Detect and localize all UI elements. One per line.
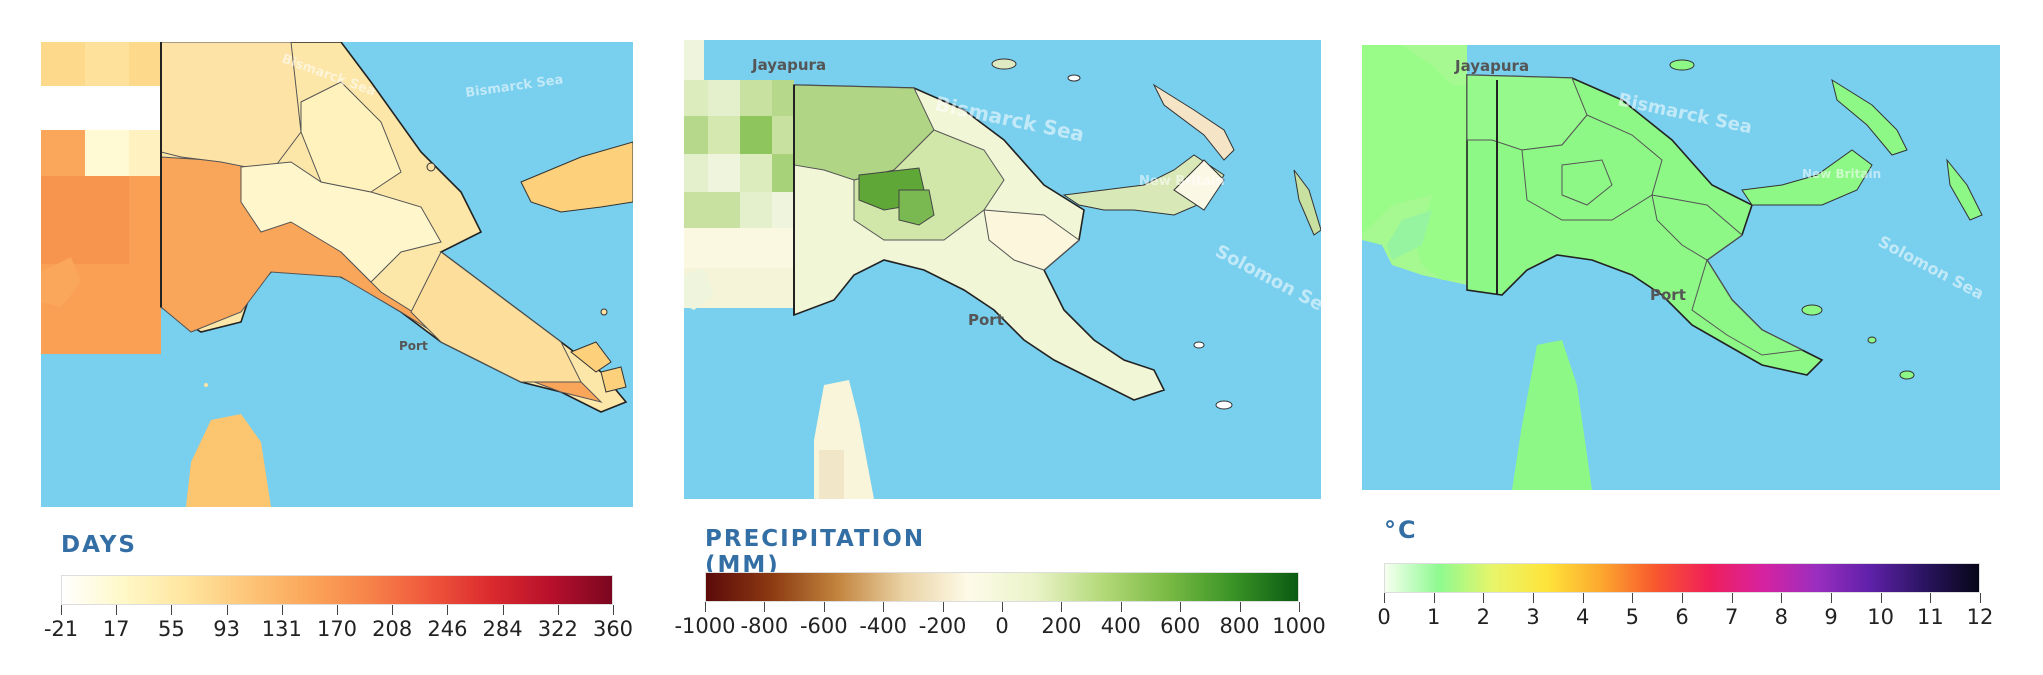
temperature-map-graphic: Jayapura Bismarck Sea New Britain Solomo… <box>1362 45 1987 490</box>
tick-mark <box>764 602 766 612</box>
tick-mark <box>1731 593 1733 603</box>
temperature-color-scale <box>1384 563 1980 593</box>
tick-mark <box>1533 593 1534 603</box>
tick-mark <box>1299 602 1300 612</box>
tick-mark <box>447 605 449 615</box>
temperature-jayapura-label: Jayapura <box>1454 57 1529 75</box>
tick-label: -600 <box>799 614 848 638</box>
days-grid-cells <box>41 42 161 354</box>
precipitation-new-britain-label: New Britain <box>1139 174 1225 189</box>
precipitation-legend-title: PRECIPITATION (MM) <box>705 526 926 578</box>
tick-mark <box>823 602 825 612</box>
tick-mark <box>1239 602 1241 612</box>
tick-mark <box>502 605 504 615</box>
tick-mark <box>1632 593 1634 603</box>
tick-mark <box>1980 593 1981 603</box>
tick-mark <box>613 605 614 615</box>
tick-label: -21 <box>43 617 79 641</box>
precipitation-jayapura-label: Jayapura <box>751 56 826 74</box>
days-place-label: Port <box>399 339 428 353</box>
tick-mark <box>1930 593 1932 603</box>
temperature-new-britain-label: New Britain <box>1802 167 1881 181</box>
tick-label: 400 <box>1100 614 1141 638</box>
tick-mark <box>1483 593 1485 603</box>
tick-label: 0 <box>1377 605 1391 629</box>
precipitation-scale-ticks: -1000 -800 -600 -400 -200 0 200 400 600 800 1000 <box>674 602 1326 652</box>
tick-label: 1 <box>1426 605 1441 629</box>
tick-mark <box>1120 602 1122 612</box>
tick-label: 131 <box>261 617 302 641</box>
temperature-legend-title: °C <box>1384 516 1418 544</box>
tick-label: 55 <box>158 617 185 641</box>
tick-mark <box>1831 593 1832 603</box>
tick-label: 5 <box>1625 605 1640 629</box>
tick-label: 9 <box>1824 605 1838 629</box>
tick-mark <box>281 605 283 615</box>
tick-label: 17 <box>102 617 130 641</box>
tick-mark <box>337 605 338 615</box>
tick-mark <box>61 605 62 615</box>
tick-mark <box>1781 593 1783 603</box>
tick-mark <box>1002 602 1003 612</box>
tick-label: -200 <box>918 614 967 638</box>
tick-mark <box>557 605 559 615</box>
precipitation-map[interactable]: Jayapura Bismarck Sea New Britain Solomo… <box>684 40 1321 499</box>
tick-mark <box>1061 602 1063 612</box>
tick-label: 200 <box>1041 614 1082 638</box>
tick-mark <box>392 605 394 615</box>
tick-label: 6 <box>1675 605 1689 629</box>
days-legend-title: DAYS <box>61 532 137 558</box>
tick-label: 11 <box>1916 605 1944 629</box>
tick-mark <box>942 602 944 612</box>
tick-mark <box>1582 593 1584 603</box>
tick-mark <box>171 605 173 615</box>
tick-label: 2 <box>1476 605 1491 629</box>
temperature-port-label: Port <box>1650 286 1686 304</box>
tick-label: 10 <box>1867 605 1895 629</box>
precipitation-port-label: Port <box>968 311 1004 329</box>
days-scale-ticks: -21 17 55 93 131 170 208 246 284 322 360 <box>44 605 633 655</box>
tick-label: 600 <box>1160 614 1201 638</box>
precipitation-solomon-label: Solomon Sea <box>1212 241 1321 321</box>
tick-mark <box>705 602 706 612</box>
tick-label: 93 <box>213 617 240 641</box>
tick-mark <box>1180 602 1182 612</box>
tick-label: 12 <box>1966 605 1994 629</box>
precipitation-color-scale <box>705 572 1299 602</box>
tick-label: 3 <box>1526 605 1540 629</box>
tick-label: 208 <box>372 617 413 641</box>
tick-label: 1000 <box>1272 614 1326 638</box>
tick-label: 246 <box>427 617 468 641</box>
tick-mark <box>1384 593 1385 603</box>
tick-mark <box>116 605 118 615</box>
days-map-graphic: Bismarck Sea Bismarck Sea Port <box>41 42 633 507</box>
precipitation-map-graphic: Jayapura Bismarck Sea New Britain Solomo… <box>684 40 1321 499</box>
tick-label: 0 <box>995 614 1009 638</box>
temperature-solomon-label: Solomon Sea <box>1875 232 1987 304</box>
tick-label: 800 <box>1219 614 1260 638</box>
tick-mark <box>883 602 885 612</box>
tick-label: 8 <box>1774 605 1789 629</box>
precipitation-grid-cells <box>684 40 794 308</box>
temperature-scale-ticks: 0 1 2 3 4 5 6 7 8 9 10 11 12 <box>1377 593 1993 643</box>
tick-mark <box>1433 593 1435 603</box>
tick-label: -400 <box>859 614 908 638</box>
tick-label: 360 <box>592 617 634 641</box>
tick-label: -1000 <box>674 614 736 638</box>
tick-label: 4 <box>1575 605 1590 629</box>
days-map[interactable]: Bismarck Sea Bismarck Sea Port <box>41 42 633 507</box>
tick-mark <box>226 605 228 615</box>
tick-label: -800 <box>740 614 789 638</box>
tick-mark <box>1682 593 1683 603</box>
tick-label: 284 <box>482 617 523 641</box>
tick-label: 322 <box>537 617 578 641</box>
days-color-scale <box>61 575 613 605</box>
tick-label: 170 <box>316 617 358 641</box>
tick-label: 7 <box>1724 605 1739 629</box>
temperature-map[interactable]: Jayapura Bismarck Sea New Britain Solomo… <box>1362 45 2000 490</box>
tick-mark <box>1880 593 1882 603</box>
days-sea-label-2: Bismarck Sea <box>464 72 564 101</box>
